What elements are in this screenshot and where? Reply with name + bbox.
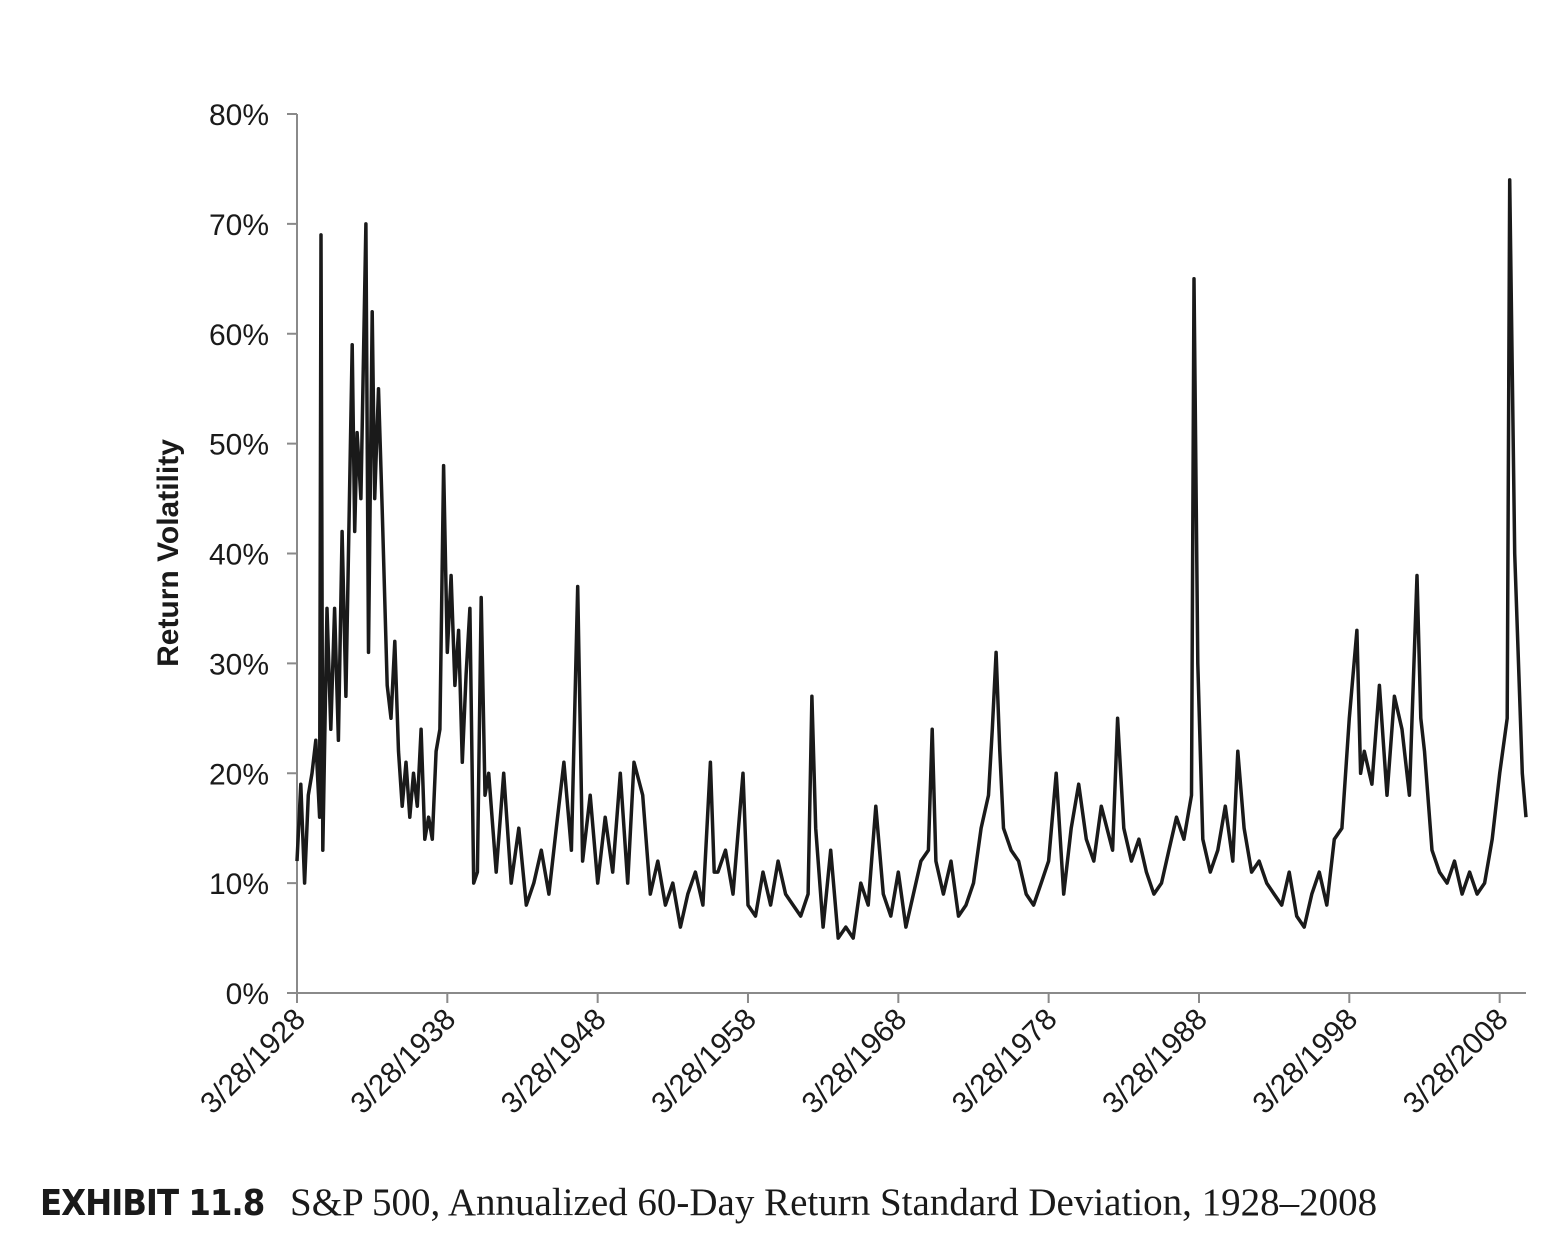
x-tick-label: 3/28/1968 — [796, 1003, 914, 1121]
y-tick-label: 70% — [209, 209, 269, 242]
x-tick-label: 3/28/1928 — [194, 1003, 312, 1121]
y-tick-label: 80% — [209, 99, 269, 132]
x-tick-label: 3/28/1978 — [946, 1003, 1064, 1121]
y-tick-label: 60% — [209, 319, 269, 352]
x-tick-label: 3/28/1948 — [495, 1003, 613, 1121]
x-tick-label: 3/28/1988 — [1096, 1003, 1214, 1121]
exhibit-label: EXHIBIT 11.8 — [40, 1183, 264, 1224]
y-tick-label: 10% — [209, 868, 269, 901]
x-tick-label: 3/28/1958 — [645, 1003, 763, 1121]
x-tick-label: 3/28/1938 — [345, 1003, 463, 1121]
y-tick-label: 30% — [209, 648, 269, 681]
x-tick-label: 3/28/1998 — [1247, 1003, 1365, 1121]
y-axis-label: Return Volatility — [152, 439, 185, 667]
caption: S&P 500, Annualized 60-Day Return Standa… — [290, 1181, 1377, 1224]
y-tick-label: 20% — [209, 758, 269, 791]
y-tick-label: 50% — [209, 429, 269, 462]
data-line — [295, 178, 1528, 940]
y-tick-label: 40% — [209, 539, 269, 572]
x-tick-label: 3/28/2008 — [1397, 1003, 1515, 1121]
y-tick-label: 0% — [226, 978, 269, 1011]
